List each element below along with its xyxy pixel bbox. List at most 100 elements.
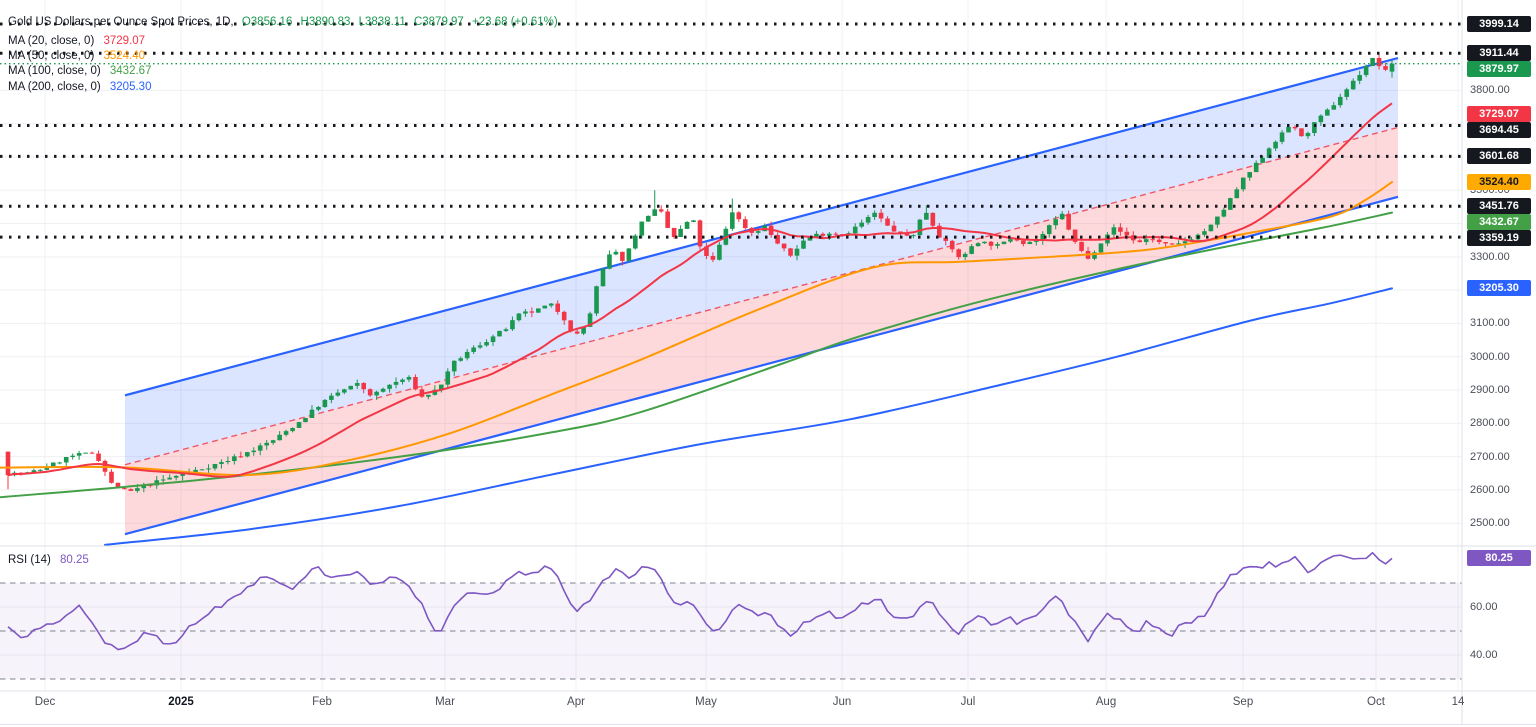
candle-body xyxy=(833,233,839,235)
candle-body xyxy=(717,244,722,260)
candle-body xyxy=(115,482,121,489)
candle-body xyxy=(794,248,800,256)
ma20-legend-row[interactable]: MA (20, close, 0) 3729.07 xyxy=(8,34,145,48)
candle-body xyxy=(1215,216,1220,225)
candle-body xyxy=(335,392,341,396)
time-axis-label: Dec xyxy=(35,696,56,708)
time-axis-label: Aug xyxy=(1096,696,1116,708)
candle-body xyxy=(109,471,114,483)
ma100-legend-row[interactable]: MA (100, close, 0) 3432.67 xyxy=(8,64,151,78)
candle-body xyxy=(1066,213,1071,230)
price-tick-label: 3800.00 xyxy=(1470,84,1510,97)
candle-body xyxy=(859,222,864,227)
candle-body xyxy=(1014,239,1020,241)
rsi-value: 80.25 xyxy=(60,554,89,566)
candle-body xyxy=(1143,239,1149,243)
time-axis-label: Sep xyxy=(1233,696,1253,708)
candle-body xyxy=(238,456,244,458)
candle-body xyxy=(704,246,709,256)
candle-body xyxy=(413,377,418,390)
candle-body xyxy=(400,379,405,382)
candle-body xyxy=(180,473,185,476)
candle-body xyxy=(1176,243,1181,245)
candle-body xyxy=(393,381,399,385)
rsi-line xyxy=(7,551,1393,651)
candle-body xyxy=(426,394,431,397)
candle-body xyxy=(548,303,554,306)
candle-body xyxy=(290,427,295,432)
candle-body xyxy=(1208,224,1214,232)
candle-body xyxy=(490,336,496,343)
price-level-lines xyxy=(0,22,1462,239)
candle-body xyxy=(1350,80,1356,90)
price-tick-label: 2700.00 xyxy=(1470,450,1510,463)
rsi-legend-row[interactable]: RSI (14) 80.25 xyxy=(8,553,89,567)
candle-body xyxy=(322,399,328,407)
candle-body xyxy=(1260,157,1265,163)
symbol-legend-row[interactable]: Gold US Dollars per Ounce Spot Prices, 1… xyxy=(8,15,558,29)
candle-body xyxy=(568,320,573,332)
price-tick-label: 3100.00 xyxy=(1470,317,1510,330)
candle-body xyxy=(270,440,276,443)
candle-body xyxy=(1040,234,1046,241)
candle-body xyxy=(529,311,535,313)
candle-body xyxy=(581,326,586,334)
candle-body xyxy=(652,209,658,216)
candlestick-series xyxy=(5,54,1395,493)
candle-body xyxy=(872,212,877,218)
ma-200-line xyxy=(104,287,1393,546)
candle-body xyxy=(626,248,632,261)
candle-body xyxy=(122,488,127,490)
candle-body xyxy=(471,347,476,352)
candle-body xyxy=(1383,66,1388,70)
candle-body xyxy=(96,453,101,461)
candle-body xyxy=(691,220,696,222)
candle-body xyxy=(1299,128,1304,137)
candle-body xyxy=(1305,133,1311,137)
candle-body xyxy=(1318,115,1324,123)
candle-body xyxy=(949,240,955,250)
candle-body xyxy=(523,311,528,314)
candle-body xyxy=(1228,198,1233,210)
candle-body xyxy=(1240,177,1246,190)
ma50-legend-row[interactable]: MA (50, close, 0) 3524.40 xyxy=(8,49,145,63)
channel-lower-fill xyxy=(125,127,1398,535)
candle-body xyxy=(1273,141,1278,149)
candle-body xyxy=(1202,231,1207,235)
candle-body xyxy=(904,232,910,236)
ma200-value: 3205.30 xyxy=(109,81,152,93)
time-axis-label: Oct xyxy=(1367,696,1386,708)
candle-body xyxy=(827,233,832,236)
price-tick-label: 3000.00 xyxy=(1470,350,1510,363)
ma200-legend-row[interactable]: MA (200, close, 0) 3205.30 xyxy=(8,80,151,94)
time-axis-label: Mar xyxy=(435,696,455,708)
legend-close-value: C3879.97 xyxy=(413,16,464,28)
price-tick-label: 2800.00 xyxy=(1470,417,1510,430)
channel-upper-fill xyxy=(125,58,1398,465)
candle-body xyxy=(988,241,994,246)
candle-body xyxy=(31,470,37,473)
candle-body xyxy=(406,377,412,380)
candle-body xyxy=(128,489,134,491)
candle-body xyxy=(193,469,198,473)
price-tick-label: 2500.00 xyxy=(1470,517,1510,530)
candle-body xyxy=(432,389,438,395)
candle-body xyxy=(277,434,282,441)
price-tick-label: 3400.00 xyxy=(1470,217,1510,230)
candle-body xyxy=(536,308,541,313)
candle-body xyxy=(1033,240,1039,242)
candle-body xyxy=(730,212,735,229)
candle-body xyxy=(257,445,263,451)
candle-body xyxy=(1001,241,1007,245)
price-tick-label: 3200.00 xyxy=(1470,284,1510,297)
candle-body xyxy=(232,456,237,462)
candle-body xyxy=(594,286,599,314)
candle-body xyxy=(1337,96,1343,106)
candle-body xyxy=(1363,66,1369,76)
candle-body xyxy=(451,360,457,372)
candle-body xyxy=(807,237,813,241)
candle-body xyxy=(645,215,651,222)
candle-body xyxy=(930,212,936,226)
candle-body xyxy=(510,320,515,330)
